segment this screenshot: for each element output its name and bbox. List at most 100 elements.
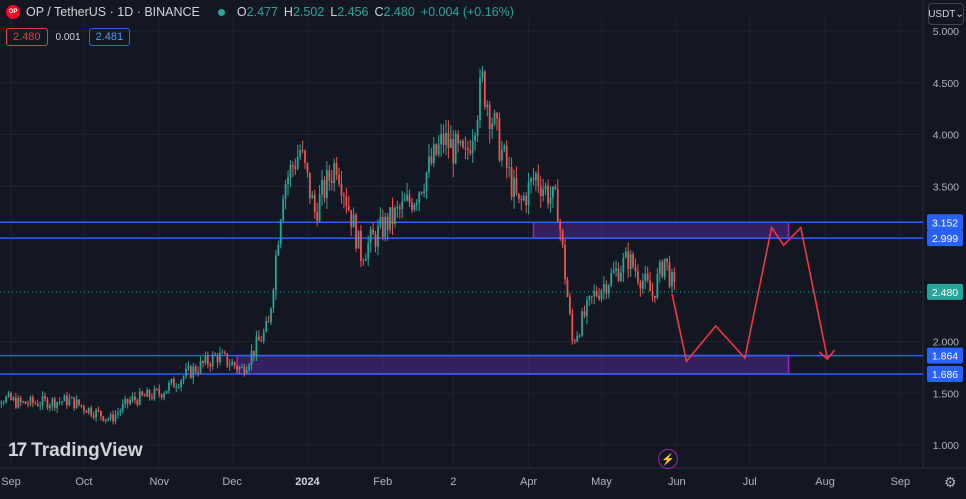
candle-body [360,230,362,261]
x-tick-label: Dec [222,476,242,488]
candle-body [223,352,226,354]
buy-price-button[interactable]: 2.481 [88,28,131,46]
candle-body [221,352,224,354]
price-level-tag-label: 1.686 [932,369,958,381]
candle-body [291,164,294,167]
candle-body [374,234,377,247]
x-tick-label: Aug [815,476,835,488]
candle-body [491,123,494,129]
candle-body [369,229,372,244]
candle-body [654,295,656,298]
candle-body [605,284,608,294]
candle-body [87,407,90,413]
candle-body [622,257,625,273]
candle-body [330,180,333,184]
x-tick-label: Oct [75,476,92,488]
candle-body [92,415,95,418]
candle-body [194,366,197,373]
candle-body [362,260,365,262]
candle-body [581,311,583,336]
candle-body [272,290,275,309]
candle-body [243,366,246,374]
arrow-down-icon [818,349,836,361]
candle-body [340,183,343,196]
price-level-tag-label: 2.999 [932,233,958,245]
candle-body [607,285,610,294]
candle-body [255,336,258,356]
candle-body [600,290,603,300]
candle-body [394,207,396,224]
candle-body [498,118,501,161]
candle-body [124,398,127,404]
lightning-icon[interactable]: ⚡ [658,449,678,469]
candle-body [304,150,306,163]
supply-demand-zone [236,354,790,375]
candle-body [542,189,545,196]
candle-body [136,400,139,405]
candle-body [435,144,438,155]
candle-body [610,272,613,286]
candle-body [534,173,537,181]
candle-body [583,311,586,317]
symbol-legend: OP OP / TetherUS · 1D · BINANCE O2.477 H… [6,4,514,20]
candle-body [423,191,425,194]
candle-body [102,416,105,421]
candle-body [153,388,156,399]
currency-selector[interactable]: USDT ⌄ [928,3,964,25]
candle-body [187,366,190,369]
price-level-tag-label: 1.864 [932,351,958,363]
candle-body [73,397,76,409]
price-level-tag [927,214,963,231]
y-tick-label: 3.500 [933,181,959,193]
candle-body [61,401,63,403]
candle-body [398,207,401,210]
candle-body [571,313,574,341]
candle-body [420,192,423,194]
candle-body [666,258,668,263]
candle-body [75,399,78,409]
candle-body [10,393,12,400]
candle-body [525,195,528,206]
candle-body [204,355,207,364]
candle-body [637,271,639,283]
sell-price-button[interactable]: 2.480 [6,28,48,46]
candle-body [479,77,481,121]
candle-body [483,71,486,108]
candle-body [85,410,88,413]
candle-body [236,366,238,370]
candle-body [595,290,598,296]
candle-body [352,214,355,228]
candle-body [233,362,236,367]
candle-body [7,393,10,397]
candle-body [549,197,552,204]
candle-body [347,205,350,211]
candle-body [31,397,34,403]
x-tick-label: May [591,476,612,488]
op-coin-icon: OP [6,5,20,19]
candle-body [70,397,73,399]
symbol-title[interactable]: OP / TetherUS · 1D · BINANCE [26,5,200,19]
market-open-icon [217,8,225,16]
candle-body [425,172,428,192]
y-tick-label: 4.000 [933,130,959,142]
candle-body [418,192,421,203]
candle-body [0,402,3,404]
candle-body [554,186,557,189]
candle-body [117,412,119,415]
candle-body [260,340,263,342]
candle-body [267,321,270,323]
candle-body [343,195,345,197]
trade-buttons: 2.480 0.001 2.481 [6,28,131,46]
candle-body [121,403,124,411]
candle-body [559,221,562,231]
candle-body [189,366,192,379]
candle-body [56,402,59,408]
close-value: 2.480 [383,5,415,19]
tradingview-watermark: 17 TradingView [8,440,143,462]
gear-icon[interactable]: ⚙ [944,474,957,490]
candle-body [367,243,370,259]
candle-body [646,273,649,281]
candle-body [311,194,314,199]
